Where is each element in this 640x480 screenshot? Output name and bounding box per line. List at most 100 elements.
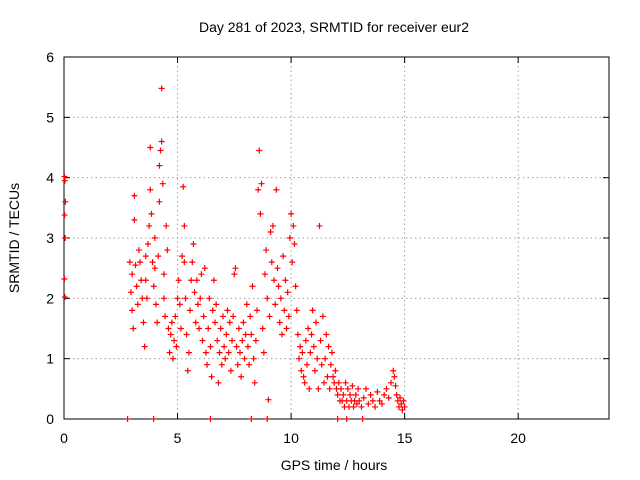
data-point	[269, 222, 276, 229]
data-point	[174, 295, 181, 302]
data-point	[62, 198, 69, 205]
data-point	[297, 343, 304, 350]
data-point	[261, 271, 268, 278]
data-point	[266, 313, 273, 320]
data-point	[315, 385, 322, 392]
data-point	[238, 373, 245, 380]
data-point	[208, 373, 215, 380]
data-point	[317, 337, 324, 344]
data-point	[360, 394, 367, 401]
data-point	[252, 337, 259, 344]
data-point	[193, 277, 200, 284]
data-point	[132, 262, 139, 269]
data-point	[378, 400, 385, 407]
data-point	[179, 253, 186, 260]
data-point	[61, 276, 68, 283]
data-point	[324, 373, 331, 380]
data-point	[189, 259, 196, 266]
data-point	[202, 349, 209, 356]
x-tick-label: 20	[510, 430, 526, 446]
data-point	[267, 228, 274, 235]
data-point	[177, 325, 184, 332]
data-point	[129, 271, 136, 278]
data-point	[257, 210, 264, 217]
y-tick-label: 3	[46, 230, 54, 246]
data-point	[221, 343, 228, 350]
data-point	[372, 403, 379, 410]
data-point	[183, 331, 190, 338]
data-point	[216, 349, 223, 356]
data-point	[135, 247, 142, 254]
data-point	[227, 367, 234, 374]
data-point	[322, 355, 329, 362]
data-point	[367, 391, 374, 398]
data-point	[276, 319, 283, 326]
data-point	[250, 355, 257, 362]
x-tick-label: 5	[174, 430, 182, 446]
data-point	[383, 385, 390, 392]
data-point	[369, 397, 376, 404]
data-point	[226, 319, 233, 326]
y-tick-label: 0	[46, 411, 54, 427]
data-point	[167, 331, 174, 338]
data-point	[334, 391, 341, 398]
data-point	[286, 235, 293, 241]
data-point	[210, 277, 217, 284]
data-point	[255, 186, 262, 193]
data-point	[281, 307, 288, 314]
data-point	[285, 313, 292, 320]
data-point	[365, 400, 372, 407]
data-point	[256, 147, 263, 154]
data-point	[134, 301, 141, 308]
data-point	[327, 361, 334, 368]
data-point	[160, 271, 167, 278]
data-point	[244, 343, 251, 350]
data-point	[300, 373, 307, 380]
data-point	[293, 307, 300, 314]
data-point	[314, 355, 321, 362]
data-point	[243, 301, 250, 308]
data-point	[160, 295, 167, 302]
data-point	[131, 192, 138, 199]
data-point	[201, 265, 208, 272]
data-point	[133, 283, 140, 290]
data-point	[401, 403, 408, 410]
axis-ticks: 0 5 10 15 20 0 1 2 3 4 5 6	[46, 49, 609, 446]
y-axis-label: SRMTID / TECUs	[6, 183, 22, 293]
data-point	[263, 247, 270, 254]
data-point	[127, 289, 134, 296]
data-point	[251, 379, 258, 386]
data-point	[264, 295, 271, 302]
data-point	[254, 307, 261, 314]
data-point	[165, 325, 172, 332]
data-point	[200, 313, 207, 320]
data-point	[217, 325, 224, 332]
data-point	[207, 343, 214, 350]
data-point	[273, 186, 280, 193]
data-point	[156, 162, 163, 169]
data-point	[343, 416, 350, 422]
data-point	[309, 307, 316, 314]
data-point	[265, 396, 272, 403]
data-point	[259, 325, 266, 332]
data-point	[310, 343, 317, 350]
data-point	[230, 313, 237, 320]
data-point	[149, 259, 156, 266]
data-point	[137, 259, 144, 266]
data-point	[151, 235, 158, 241]
data-point	[147, 144, 154, 151]
data-point	[271, 277, 278, 284]
data-point	[150, 283, 157, 290]
data-point	[272, 301, 279, 308]
data-point	[141, 343, 148, 350]
data-point	[268, 259, 275, 266]
data-point	[155, 253, 162, 260]
data-point	[296, 355, 303, 362]
data-point	[197, 295, 204, 302]
data-point	[299, 349, 306, 356]
data-point	[131, 216, 138, 223]
data-point	[62, 235, 69, 241]
x-tick-label: 15	[397, 430, 413, 446]
data-point	[147, 186, 154, 193]
